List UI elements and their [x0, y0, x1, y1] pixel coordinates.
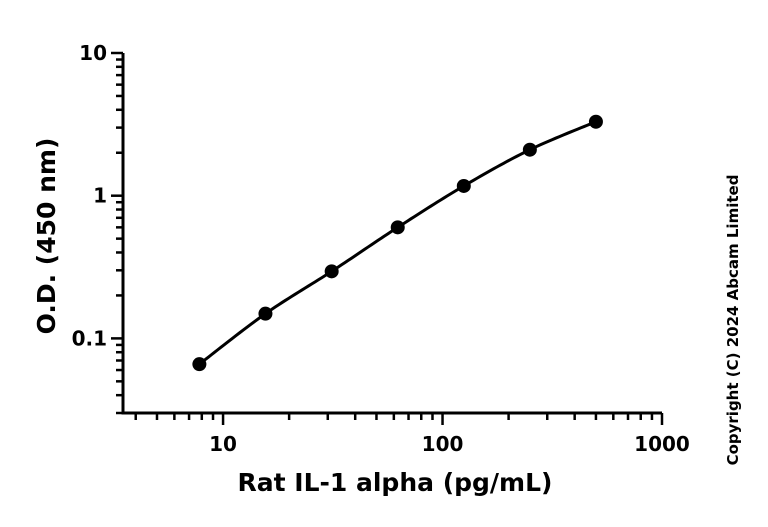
x-tick-label: 1000: [634, 432, 690, 456]
data-point: [258, 306, 273, 321]
y-tick-label: 1: [93, 184, 107, 208]
y-tick-label: 10: [79, 41, 107, 65]
axes: 0.1 1 10 10 100 1000: [72, 41, 690, 456]
data-point: [522, 142, 537, 157]
y-tick-label: 0.1: [72, 326, 107, 350]
data-point: [456, 178, 471, 193]
fitted-curve: [198, 120, 597, 366]
points-layer: [192, 114, 603, 372]
y-axis-title: O.D. (450 nm): [32, 138, 61, 335]
x-tick-label: 10: [209, 432, 237, 456]
curve-layer: [198, 120, 597, 366]
x-axis-title: Rat IL-1 alpha (pg/mL): [238, 468, 553, 497]
labels-layer: Rat IL-1 alpha (pg/mL) O.D. (450 nm) Cop…: [32, 138, 742, 497]
x-tick-label: 100: [422, 432, 464, 456]
data-point: [588, 114, 603, 129]
data-point: [192, 357, 207, 372]
data-point: [390, 220, 405, 235]
copyright-notice: Copyright (C) 2024 Abcam Limited: [724, 175, 742, 466]
data-point: [324, 264, 339, 279]
